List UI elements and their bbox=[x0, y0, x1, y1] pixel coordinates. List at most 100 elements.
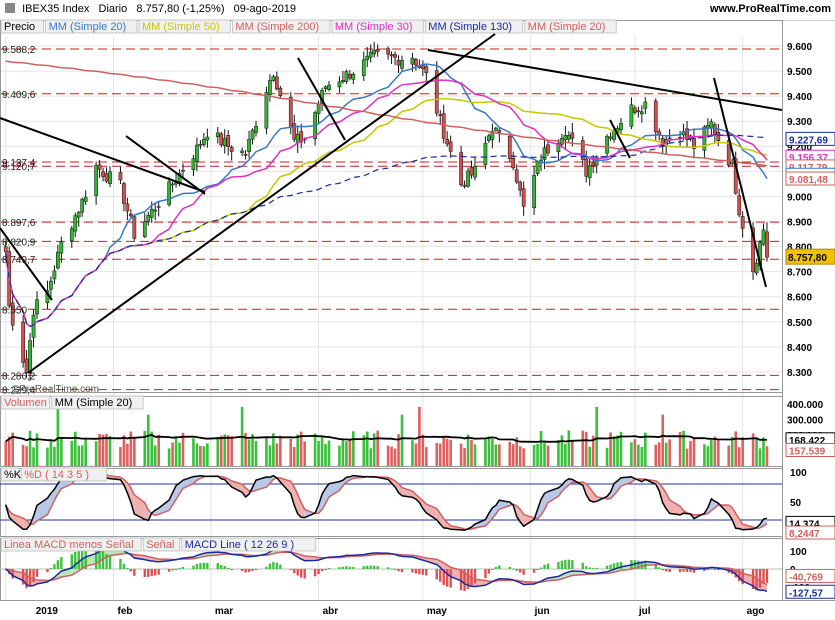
macd-fill-157 bbox=[763, 582, 767, 592]
macd-histogram-bar-44 bbox=[220, 564, 223, 569]
stoch-fill-3 bbox=[12, 514, 24, 530]
instrument-color-swatch bbox=[5, 3, 15, 13]
candle-body-39 bbox=[195, 144, 199, 162]
volume-bar-87 bbox=[425, 447, 428, 466]
stoch-d-line bbox=[5, 472, 768, 531]
volume-bar-18 bbox=[94, 441, 98, 466]
macd-histogram-bar-153 bbox=[751, 569, 755, 590]
macd-histogram-bar-101 bbox=[494, 567, 498, 569]
volume-bar-142 bbox=[692, 438, 696, 466]
macd-histogram-bar-121 bbox=[591, 568, 595, 570]
candle-body-56 bbox=[275, 76, 279, 90]
volume-bar-36 bbox=[178, 442, 181, 466]
macd-histogram-bar-107 bbox=[522, 569, 525, 575]
candle-body-156 bbox=[761, 229, 766, 245]
macd-histogram-bar-144 bbox=[706, 569, 710, 570]
macd-histogram-bar-42 bbox=[206, 562, 209, 569]
macd-histogram-bar-58 bbox=[289, 569, 292, 570]
candle-body-5 bbox=[28, 340, 32, 373]
stoch-fill-36 bbox=[176, 483, 180, 500]
macd-histogram-bar-47 bbox=[230, 569, 233, 570]
price-tag-4: 9.081,48 bbox=[789, 175, 828, 186]
macd-histogram-bar-138 bbox=[678, 569, 682, 573]
volume-bar-60 bbox=[296, 434, 300, 466]
volume-panel-name: Volumen bbox=[4, 397, 47, 409]
price-axis-tick-3: 9.300 bbox=[787, 117, 812, 128]
macd-histogram-bar-62 bbox=[303, 569, 306, 579]
volume-bar-79 bbox=[390, 446, 393, 466]
macd-histogram-bar-80 bbox=[393, 569, 397, 570]
volume-bar-94 bbox=[463, 448, 466, 466]
candle-body-112 bbox=[546, 144, 550, 154]
volume-bar-120 bbox=[588, 446, 592, 466]
volume-bar-52 bbox=[254, 441, 258, 466]
macd-histogram-bar-113 bbox=[557, 561, 560, 569]
macd-histogram-bar-114 bbox=[560, 560, 564, 569]
price-axis-tick-7: 8.900 bbox=[787, 218, 812, 229]
trend-line-6 bbox=[609, 119, 631, 159]
candle-body-81 bbox=[396, 60, 401, 66]
macd-histogram-bar-95 bbox=[466, 569, 470, 589]
volume-bar-130 bbox=[637, 444, 640, 466]
volume-bar-124 bbox=[609, 432, 612, 466]
volume-bar-118 bbox=[581, 430, 585, 466]
volume-bar-91 bbox=[445, 438, 449, 466]
volume-bar-135 bbox=[661, 414, 665, 466]
macd-histogram-bar-57 bbox=[279, 564, 282, 569]
macd-histogram-bar-20 bbox=[101, 551, 105, 569]
volume-bar-81 bbox=[397, 434, 400, 466]
candle-body-147 bbox=[716, 131, 721, 141]
level-label-9: 8.229,4 bbox=[2, 386, 36, 397]
trend-line-4 bbox=[297, 57, 346, 141]
volume-bar-78 bbox=[386, 445, 390, 466]
volume-ma-line bbox=[5, 433, 768, 443]
candle-body-104 bbox=[511, 158, 516, 169]
macd-fill-90 bbox=[440, 560, 444, 571]
macd-fill-153 bbox=[742, 573, 754, 586]
volume-bar-30 bbox=[150, 431, 154, 466]
macd-tag-line-box bbox=[785, 584, 835, 599]
volume-bar-126 bbox=[616, 435, 619, 466]
candle-body-90 bbox=[441, 113, 446, 139]
volume-bar-66 bbox=[324, 444, 327, 466]
candle-body-54 bbox=[268, 80, 272, 95]
volume-tag-ma: 168.422 bbox=[789, 436, 826, 447]
price-panel-name-box bbox=[0, 19, 44, 34]
candle-body-79 bbox=[389, 54, 394, 57]
candle-body-100 bbox=[490, 131, 495, 140]
volume-bar-53 bbox=[265, 438, 268, 466]
level-label-8: 8.286,2 bbox=[2, 371, 36, 382]
candle-body-153 bbox=[751, 227, 755, 273]
volume-bar-24 bbox=[122, 435, 126, 466]
site-url[interactable]: www.ProRealTime.com bbox=[709, 3, 831, 15]
candle-body-3 bbox=[21, 321, 25, 363]
stoch-fill-67 bbox=[325, 483, 330, 504]
volume-bar-100 bbox=[491, 438, 494, 466]
macd-histogram-bar-110 bbox=[539, 567, 543, 569]
candle-body-48 bbox=[240, 150, 244, 153]
stoch-axis-tick-0: 100 bbox=[790, 468, 807, 479]
stoch-fill-101 bbox=[492, 505, 496, 519]
candle-body-128 bbox=[629, 104, 634, 127]
volume-bar-21 bbox=[105, 434, 108, 466]
candle-body-109 bbox=[535, 161, 540, 174]
volume-bar-14 bbox=[73, 431, 77, 466]
candle-body-9 bbox=[49, 280, 53, 290]
volume-bar-141 bbox=[689, 441, 692, 466]
candle-body-117 bbox=[570, 132, 575, 139]
candle-body-92 bbox=[448, 141, 453, 152]
macd-histogram-bar-27 bbox=[133, 569, 136, 576]
macd-histogram-bar-2 bbox=[11, 569, 14, 579]
volume-bar-104 bbox=[511, 444, 515, 466]
candle-body-10 bbox=[52, 270, 57, 280]
candle-body-25 bbox=[125, 203, 130, 212]
volume-bar-151 bbox=[737, 447, 741, 466]
volume-tag-last: 157.539 bbox=[789, 446, 826, 457]
macd-histogram-bar-136 bbox=[664, 569, 668, 572]
volume-bar-98 bbox=[484, 438, 487, 466]
macd-histogram-bar-109 bbox=[536, 569, 539, 570]
macd-histogram-bar-12 bbox=[60, 557, 63, 569]
candle-body-41 bbox=[202, 138, 206, 145]
volume-bar-101 bbox=[494, 444, 498, 466]
